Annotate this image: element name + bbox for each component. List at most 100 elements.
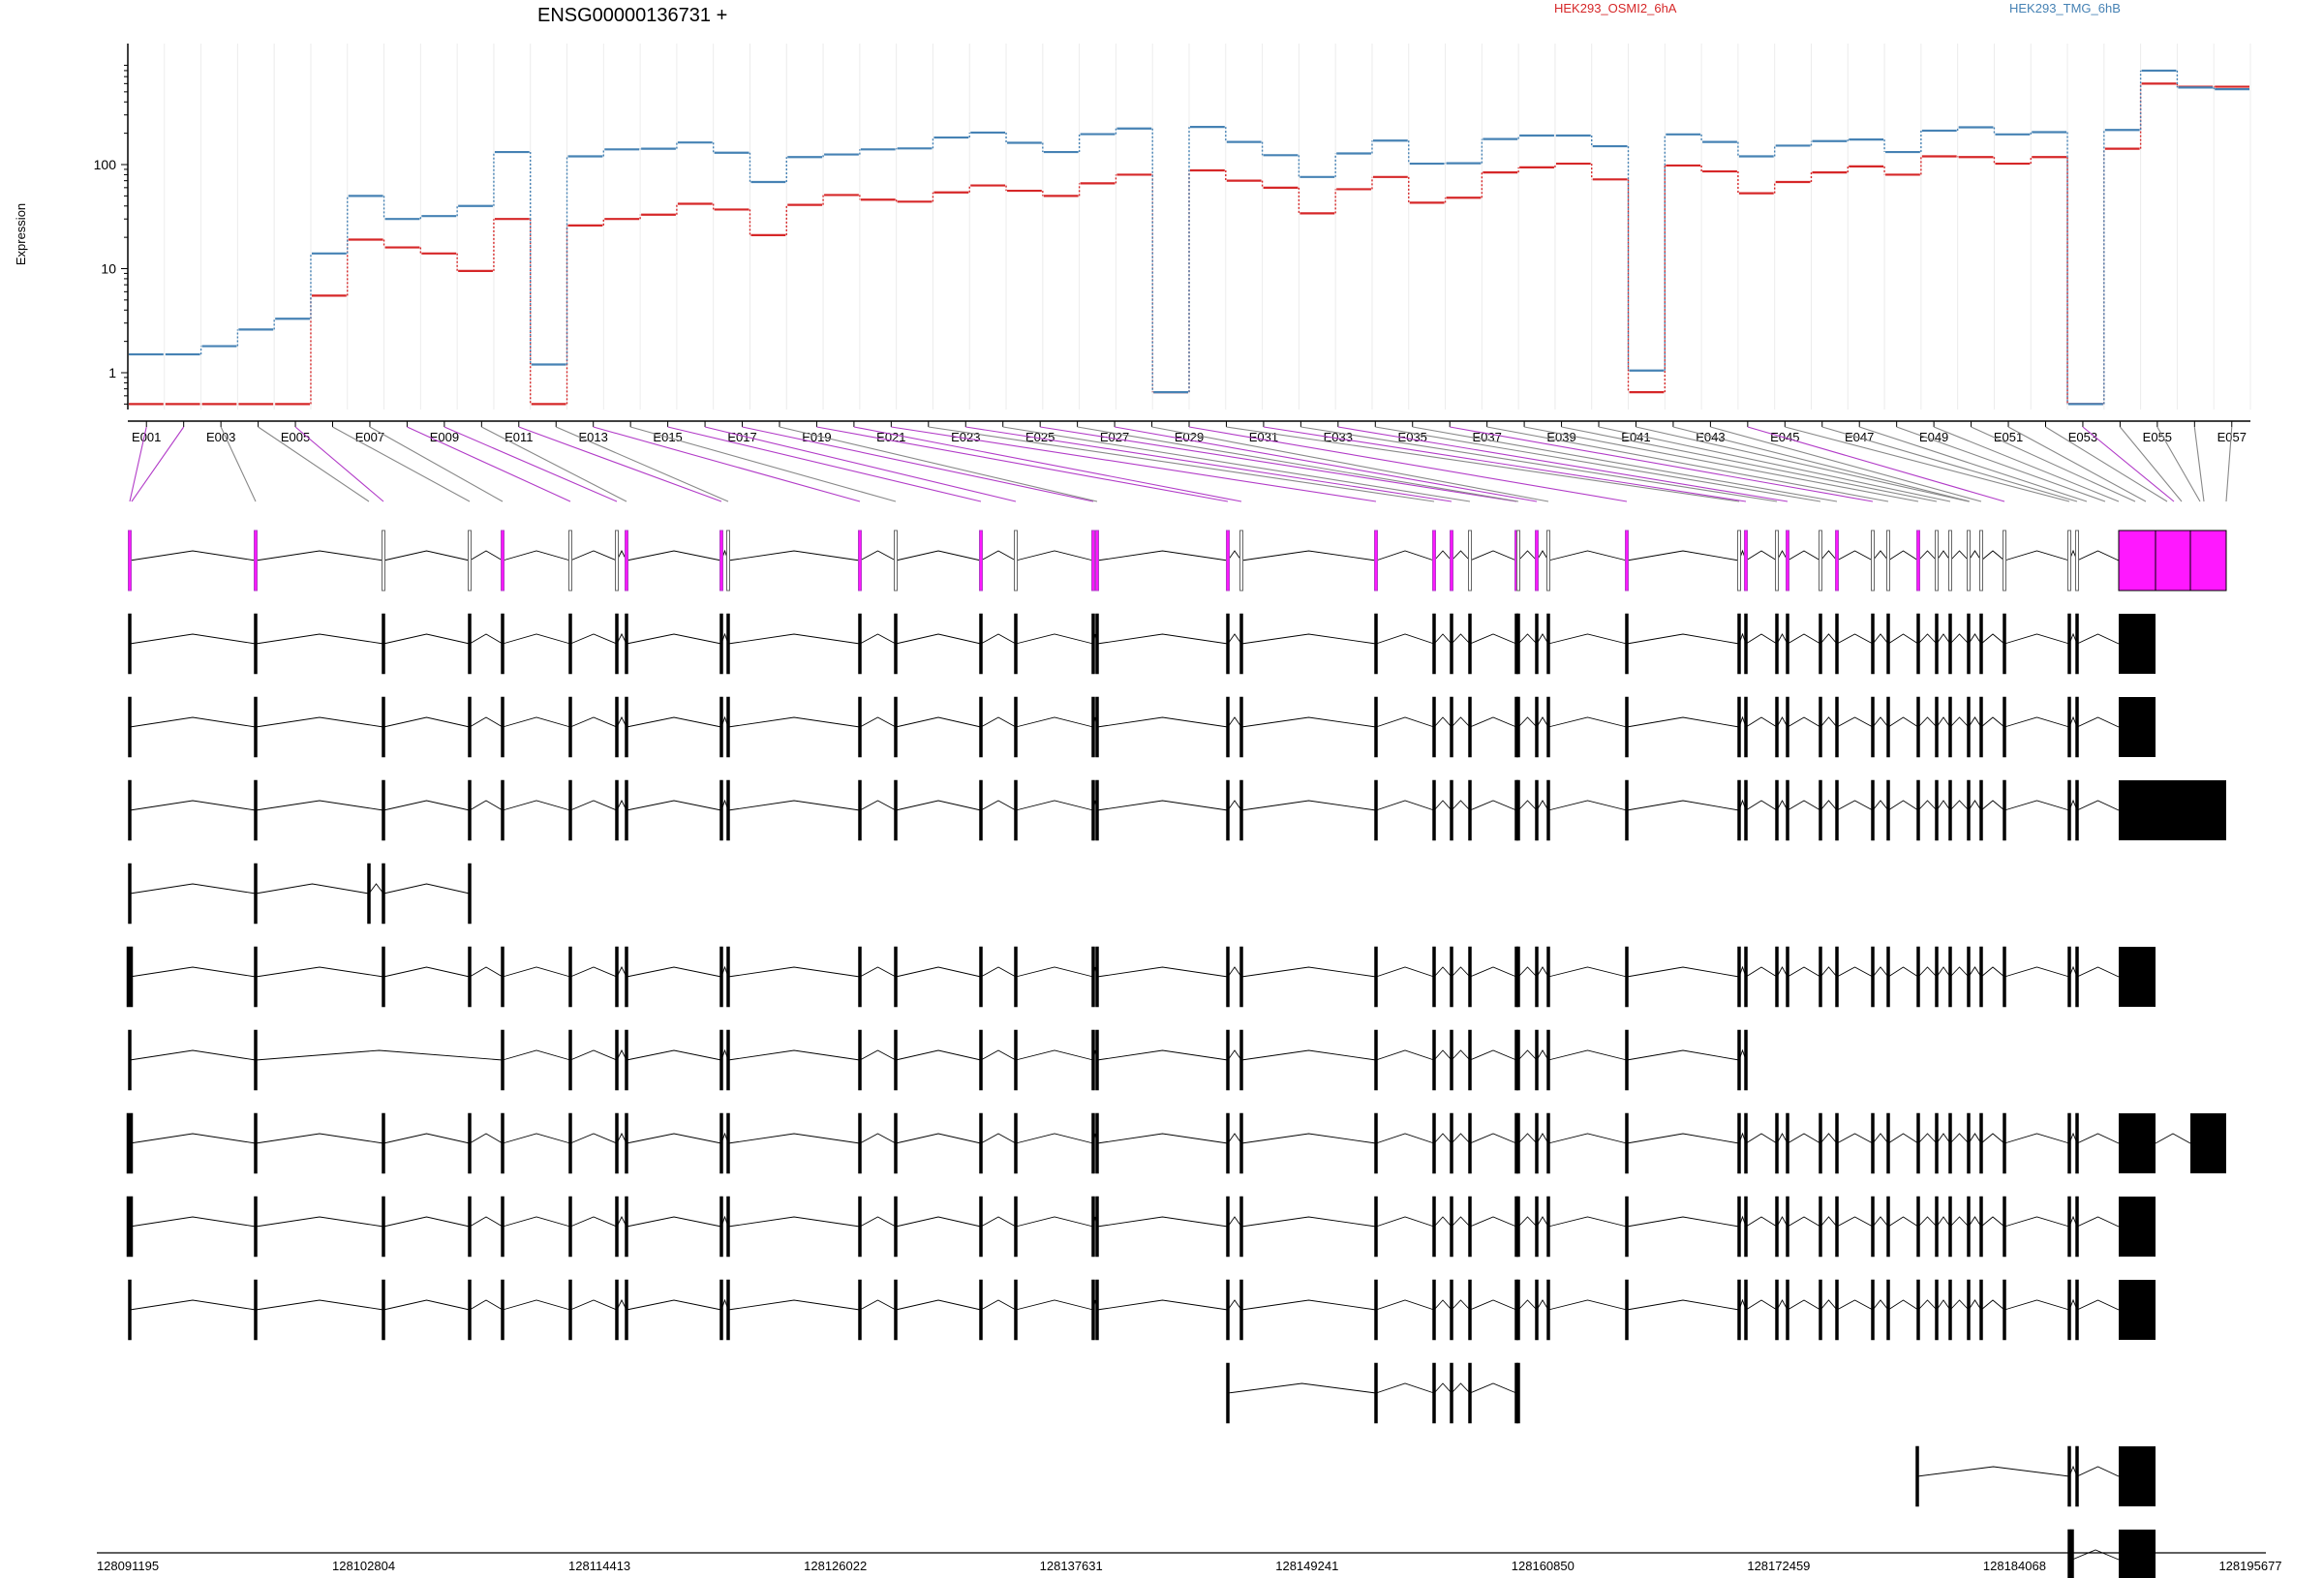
intron-line: [1451, 800, 1471, 811]
exon-tick-label: E009: [430, 430, 459, 444]
exon-block: [1546, 1196, 1550, 1258]
exon-block: [1239, 613, 1243, 675]
exon-block: [979, 1029, 983, 1091]
exon-block: [1239, 1196, 1243, 1258]
intron-line: [569, 1133, 618, 1144]
intron-line: [859, 1049, 897, 1061]
intron-line: [2076, 1216, 2120, 1228]
exon-block: [1374, 1279, 1378, 1341]
exon-block: [1239, 1029, 1243, 1091]
exon-connector: [853, 426, 1242, 502]
intron-line: [1433, 550, 1452, 561]
exon-block: [979, 613, 983, 675]
exon-block: [128, 613, 132, 675]
intron-line: [502, 1216, 571, 1228]
exon-block: [1014, 696, 1018, 758]
intron-line: [1547, 1299, 1628, 1311]
exon-block: [382, 863, 385, 925]
intron-line: [626, 633, 722, 645]
exon-block: [2119, 697, 2156, 757]
exon-block: [1535, 696, 1539, 758]
exon-block: [128, 1279, 132, 1341]
exon-block: [1432, 613, 1436, 675]
exon-block: [1450, 1362, 1453, 1424]
intron-line: [1240, 716, 1377, 728]
intron-line: [727, 1299, 861, 1311]
intron-line: [129, 633, 257, 645]
intron-line: [980, 1216, 1017, 1228]
intron-line: [1745, 1299, 1778, 1311]
intron-line: [2003, 800, 2070, 811]
exon-block: [1835, 1112, 1839, 1174]
intron-line: [502, 550, 571, 561]
exon-block: [1775, 530, 1779, 592]
intron-line: [255, 1216, 384, 1228]
exon-block: [979, 530, 983, 592]
intron-line: [2003, 716, 2070, 728]
intron-line: [1968, 1299, 1982, 1311]
exon-block: [568, 779, 572, 841]
intron-line: [1433, 633, 1452, 645]
exon-block: [1516, 696, 1520, 758]
exon-block: [858, 696, 862, 758]
exon-block: [128, 530, 132, 592]
exon-connector: [891, 426, 1377, 502]
exon-block: [858, 613, 862, 675]
exon-block: [1095, 1196, 1099, 1258]
intron-line: [382, 550, 471, 561]
intron-line: [1375, 716, 1435, 728]
exon-connector: [1785, 426, 2070, 502]
intron-line: [382, 800, 471, 811]
intron-line: [1433, 1216, 1452, 1228]
intron-line: [1872, 1133, 1889, 1144]
intron-line: [1096, 633, 1229, 645]
exon-block: [615, 1029, 619, 1091]
exon-block: [1886, 1112, 1890, 1174]
exon-block: [1819, 946, 1822, 1008]
genomic-tick-label: 128137631: [1040, 1559, 1103, 1573]
exon-block: [615, 779, 619, 841]
intron-line: [1227, 800, 1242, 811]
intron-line: [1887, 1133, 1919, 1144]
exon-tick-label: E037: [1472, 430, 1501, 444]
intron-line: [1433, 1133, 1452, 1144]
exon-block: [1835, 696, 1839, 758]
exon-block: [858, 1196, 862, 1258]
intron-line: [1745, 550, 1778, 561]
intron-line: [1968, 550, 1982, 561]
exon-block: [1432, 696, 1436, 758]
exon-block: [1819, 1196, 1822, 1258]
intron-line: [1227, 716, 1242, 728]
intron-line: [1836, 550, 1874, 561]
exon-block: [126, 1112, 134, 1174]
intron-line: [1015, 716, 1094, 728]
transcript-row: [2067, 1529, 2156, 1578]
exon-block: [615, 1112, 619, 1174]
genomic-tick-label: 128160850: [1512, 1559, 1575, 1573]
exon-block: [1516, 946, 1520, 1008]
intron-line: [1375, 1133, 1435, 1144]
intron-line: [1227, 1133, 1242, 1144]
intron-line: [727, 633, 861, 645]
exon-connector: [816, 426, 1229, 502]
transcript-row: [128, 1029, 1748, 1091]
exon-tick-label: E047: [1845, 430, 1874, 444]
exon-block: [2067, 696, 2071, 758]
exon-block: [1886, 1279, 1890, 1341]
intron-line: [1836, 633, 1874, 645]
intron-line: [895, 550, 982, 561]
intron-line: [2155, 1133, 2191, 1144]
exon-block: [1967, 1112, 1971, 1174]
exon-block: [1374, 1362, 1378, 1424]
exon-block: [1432, 1029, 1436, 1091]
intron-line: [1787, 716, 1821, 728]
exon-connector: [1524, 426, 1919, 502]
intron-line: [569, 800, 618, 811]
transcript-row: [128, 779, 2226, 841]
exon-block: [2067, 1196, 2071, 1258]
intron-line: [980, 716, 1017, 728]
exon-block: [1226, 696, 1230, 758]
intron-line: [1536, 1133, 1549, 1144]
exon-block: [1095, 779, 1099, 841]
exon-block: [568, 946, 572, 1008]
